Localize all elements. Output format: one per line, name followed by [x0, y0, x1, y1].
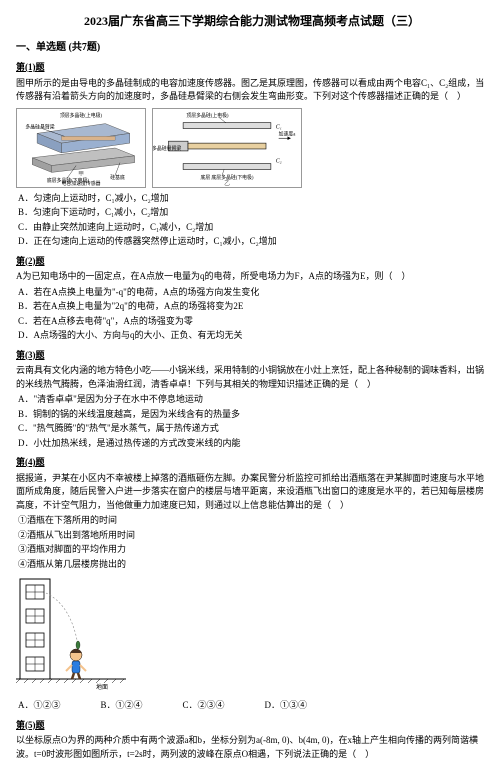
label-base: 硅基底 [110, 174, 125, 181]
q3-option-a: A．"清香卓卓"是因为分子在水中不停息地运动 [18, 393, 488, 407]
label-c1: C₁ [276, 124, 282, 130]
q4-option-b: B．①②④ [101, 699, 143, 713]
q2-option-c: C．若在A点移去电荷"q"，A点的场强变为零 [18, 315, 488, 329]
label-cap: 电容加速度传感器 [62, 180, 101, 187]
q3-option-d: D．小灶加热米线，是通过热传递的方式改变米线的内能 [18, 437, 488, 451]
q3-option-c: C．"热气腾腾"的"热气"是水蒸气，属于热传递方式 [18, 422, 488, 436]
q2-header: 第(2)题 [16, 255, 488, 269]
label-c2: C₂ [276, 158, 282, 164]
label-yi: 乙 [224, 180, 230, 187]
section-heading: 一、单选题 (共7题) [16, 40, 488, 55]
label-cantilever: 多晶硅悬臂梁 [25, 123, 54, 130]
q4-circled-2: ②酒瓶从飞出到落地所用时间 [18, 529, 488, 543]
q2-option-a: A．若在A点换上电量为"-q"的电荷，A点的场强方向发生变化 [18, 286, 488, 300]
q5-stem: 以坐标原点O为界的两种介质中有两个波源a和b，坐标分别为a(-8m, 0)、b(… [16, 734, 488, 761]
label-acc: 加速度a [279, 130, 297, 137]
q2-stem: A为已知电场中的一固定点，在A点放一电量为q的电荷，所受电场力为F，A点的场强为… [16, 270, 488, 284]
q3-header: 第(3)题 [16, 349, 488, 363]
label-cantilever-2: 多晶硅悬臂梁 [153, 144, 181, 151]
q1-stem: 图甲所示的是由导电的多晶硅制成的电容加速度传感器。图乙是其原理图，传感器可以看成… [16, 77, 488, 104]
q2-option-b: B．若在A点换上电量为"2q"的电荷，A点的场强将变为2E [18, 300, 488, 314]
q1-option-a: A．匀速向上运动时，C₁减小，C₂增加 [18, 192, 488, 206]
q1-option-b: B．匀速向下运动时，C₁减小，C₂增加 [18, 206, 488, 220]
q1-figures: 顶层多晶硅(上电极) 多晶硅悬臂梁 底层多晶硅(下电极) 硅基底 电容加速度传感… [16, 108, 488, 188]
q4-option-c: C．②③④ [183, 699, 225, 713]
q1-header: 第(1)题 [16, 61, 488, 75]
label-top-plate: 顶层多晶硅(上电极) [60, 111, 102, 118]
q4-circled-4: ④酒瓶从第几层楼房抛出的 [18, 558, 488, 572]
label-jia: 甲 [78, 170, 84, 177]
q3-stem: 云南具有文化内涵的地方特色小吃——小锅米线，采用特制的小铜锅放在小灶上烹饪，配上… [16, 364, 488, 391]
q1-figure-jia: 顶层多晶硅(上电极) 多晶硅悬臂梁 底层多晶硅(下电极) 硅基底 电容加速度传感… [16, 108, 146, 188]
q4-circled-1: ①酒瓶在下落所用的时间 [18, 514, 488, 528]
q4-header: 第(4)题 [16, 456, 488, 470]
page-title: 2023届广东省高三下学期综合能力测试物理高频考点试题（三） [16, 12, 488, 30]
q5-header: 第(5)题 [16, 719, 488, 733]
q4-option-a: A．①②③ [18, 699, 61, 713]
q4-options-row: A．①②③ B．①②④ C．②③④ D．①③④ [18, 699, 488, 713]
q1-figure-yi: 顶层多晶硅(上电极) C₁ C₂ 加速度a 多晶硅悬臂梁 底层 底层多晶硅(下电… [152, 108, 302, 188]
label-ground: 地面 [96, 683, 108, 691]
label-top-plate-2: 顶层多晶硅(上电极) [186, 111, 228, 118]
q4-figure: 地面 [16, 575, 126, 695]
q3-option-b: B．铜制的锅的米线温度越高，是因为米线含有的热量多 [18, 408, 488, 422]
q4-stem: 据报道，尹某在小区内不幸被楼上掉落的酒瓶砸伤左脚。办案民警分析监控可抓给出酒瓶落… [16, 472, 488, 513]
q4-circled-3: ③酒瓶对脚面的平均作用力 [18, 543, 488, 557]
q4-option-d: D．①③④ [265, 699, 308, 713]
q2-option-d: D．A点场强的大小、方向与q的大小、正负、有无均无关 [18, 329, 488, 343]
q1-option-d: D．正在匀速向上运动的传感器突然停止运动时，C₁减小，C₂增加 [18, 235, 488, 249]
q1-option-c: C．由静止突然加速向上运动时，C₁减小，C₂增加 [18, 221, 488, 235]
